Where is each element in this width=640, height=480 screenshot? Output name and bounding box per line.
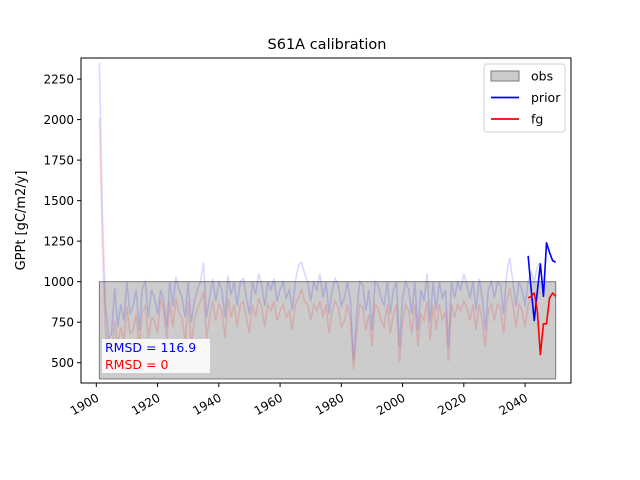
legend-label-prior: prior bbox=[531, 90, 561, 105]
legend: obs prior fg bbox=[483, 63, 566, 133]
legend-label-obs: obs bbox=[531, 69, 553, 84]
y-tick-label: 2000 bbox=[43, 113, 74, 127]
legend-label-fg: fg bbox=[531, 112, 543, 127]
legend-entries: obs prior fg bbox=[490, 69, 561, 127]
series-layer bbox=[527, 241, 557, 356]
rmsd-label-background bbox=[102, 339, 210, 356]
y-tick-label: 2250 bbox=[43, 73, 74, 87]
background-series-line bbox=[98, 117, 541, 370]
y-tick-label: 750 bbox=[51, 316, 74, 330]
chart-title: S61A calibration bbox=[268, 37, 387, 53]
plot-frame bbox=[80, 57, 572, 384]
y-tick-label: 1750 bbox=[43, 154, 74, 168]
rmsd-label-background bbox=[102, 356, 210, 373]
y-tick-label: 1250 bbox=[43, 235, 74, 249]
rmsd-annotation: RMSD = 0 bbox=[105, 357, 168, 372]
series-line-prior bbox=[527, 241, 557, 322]
legend-swatch-obs bbox=[490, 70, 520, 82]
y-axis: 500 750 1000 1250 1500 1750 2000 2250 bbox=[43, 73, 81, 370]
background-series-layer bbox=[98, 62, 542, 370]
y-tick-label: 1500 bbox=[43, 194, 74, 208]
y-tick-label: 1000 bbox=[43, 275, 74, 289]
rmsd-annotation: RMSD = 116.9 bbox=[105, 340, 196, 355]
series-line-fg bbox=[527, 292, 557, 356]
y-tick-label: 500 bbox=[51, 356, 74, 370]
annotation-layer: RMSD = 116.9 RMSD = 0 bbox=[102, 339, 210, 373]
y-axis-label: GPPt [gC/m2/y] bbox=[14, 171, 29, 271]
background-series-line bbox=[98, 62, 542, 360]
